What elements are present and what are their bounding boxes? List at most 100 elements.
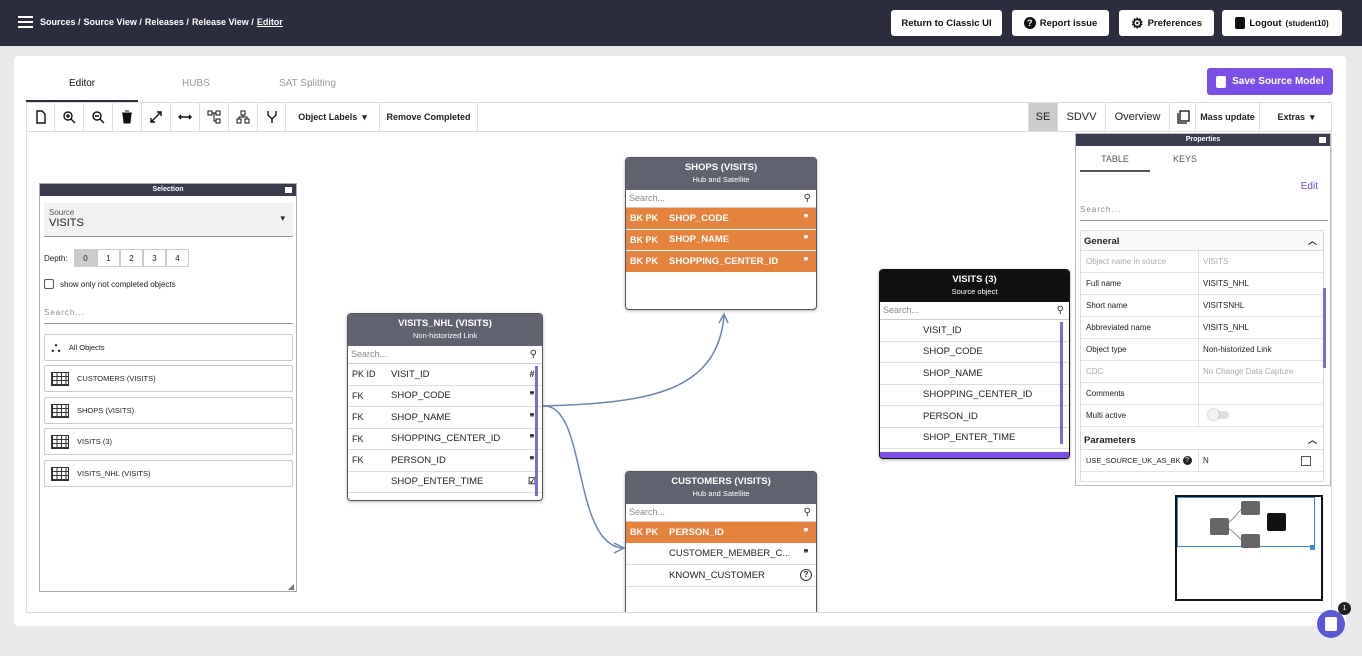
copy-icon[interactable] — [1170, 103, 1196, 131]
checkbox[interactable] — [44, 279, 54, 289]
list-item[interactable]: SHOPS (VISITS) — [44, 397, 293, 424]
breadcrumb-release-view[interactable]: Release View / — [191, 17, 254, 27]
list-item[interactable]: VISITS_NHL (VISITS) — [44, 460, 293, 487]
zoom-out-icon[interactable] — [84, 103, 113, 131]
layout-tree-icon[interactable] — [229, 103, 258, 131]
property-row[interactable]: Short name VISITSNHL — [1081, 295, 1323, 317]
source-select[interactable]: Source VISITS ▾ — [44, 203, 293, 237]
attribute-row[interactable]: FK SHOP_CODE ❞ — [348, 386, 542, 407]
scrollbar[interactable] — [1323, 288, 1326, 368]
object-labels-dropdown[interactable]: Object Labels ▾ — [286, 103, 380, 131]
save-source-model-button[interactable]: Save Source Model — [1207, 68, 1333, 95]
logout-button[interactable]: Logout (student10) — [1222, 10, 1342, 36]
list-item[interactable]: VISITS (3) — [44, 428, 293, 455]
horizontal-scrollbar[interactable] — [880, 452, 1069, 458]
property-row[interactable]: Full name VISITS_NHL — [1081, 273, 1323, 295]
breadcrumb-sources[interactable]: Sources / — [40, 17, 81, 27]
attribute-name: SHOPPING_CENTER_ID — [669, 255, 779, 267]
attribute-row[interactable]: SHOPPING_CENTER_ID — [880, 385, 1069, 406]
entity-search-input[interactable]: Search... ⚲ — [626, 504, 816, 522]
tab-table[interactable]: TABLE — [1080, 154, 1150, 172]
layout-horizontal-icon[interactable] — [200, 103, 229, 131]
minimize-icon[interactable] — [285, 187, 292, 193]
parameters-section-header[interactable]: Parameters ︿ — [1081, 430, 1323, 450]
attribute-row[interactable]: SHOP_CODE — [880, 342, 1069, 363]
list-item[interactable]: CUSTOMERS (VISITS) — [44, 365, 293, 392]
attribute-row[interactable]: BK PK SHOP_CODE ❞ — [626, 208, 816, 230]
depth-option[interactable]: 4 — [166, 249, 189, 267]
minimize-icon[interactable] — [1319, 137, 1326, 143]
attribute-row[interactable]: BK PK SHOP_NAME ❞ — [626, 229, 816, 251]
sdvv-button[interactable]: SDVV — [1058, 103, 1106, 131]
property-row[interactable]: CDC No Change Data Capture — [1081, 361, 1323, 383]
attribute-row[interactable]: FK SHOP_NAME ❞ — [348, 407, 542, 429]
list-item[interactable]: ⛬ All Objects — [44, 334, 293, 361]
property-row[interactable]: USE_SOURCE_UK_AS_BK? N — [1081, 450, 1323, 472]
attribute-row[interactable]: SHOP_ENTER_TIME ☑ — [348, 472, 542, 493]
tab-editor[interactable]: Editor — [69, 78, 96, 89]
depth-option[interactable]: 0 — [74, 249, 97, 267]
entity-search-input[interactable]: Search... ⚲ — [348, 346, 542, 364]
return-classic-button[interactable]: Return to Classic UI — [891, 10, 1002, 36]
new-document-icon[interactable] — [27, 103, 55, 131]
tab-sat-splitting[interactable]: SAT Splitting — [279, 78, 336, 89]
mass-update-button[interactable]: Mass update — [1196, 103, 1260, 131]
tab-keys[interactable]: KEYS — [1172, 154, 1197, 164]
property-row[interactable]: Abbreviated name VISITS_NHL — [1081, 317, 1323, 339]
entity-customers[interactable]: CUSTOMERS (VISITS) Hub and Satellite Sear… — [625, 471, 817, 612]
depth-option[interactable]: 2 — [120, 249, 143, 267]
attribute-row[interactable]: BK PK SHOPPING_CENTER_ID ❞ — [626, 251, 816, 273]
overview-button[interactable]: Overview — [1106, 103, 1170, 131]
breadcrumb-releases[interactable]: Releases / — [144, 17, 189, 27]
tab-hubs[interactable]: HUBS — [182, 78, 210, 89]
entity-visits-source[interactable]: VISITS (3) Source object Search... ⚲ VISIT… — [879, 269, 1070, 459]
attribute-row[interactable]: FK SHOPPING_CENTER_ID ❞ — [348, 429, 542, 450]
preferences-button[interactable]: ⚙ Preferences — [1119, 10, 1214, 36]
attribute-row[interactable]: BK PK PERSON_ID ❞ — [626, 522, 816, 544]
se-button[interactable]: SE — [1028, 103, 1058, 131]
entity-visits-nhl[interactable]: VISITS_NHL (VISITS) Non-historized Link S… — [347, 313, 543, 501]
properties-search-input[interactable]: Search... — [1080, 205, 1328, 221]
multi-active-toggle[interactable] — [1208, 408, 1229, 420]
attribute-row[interactable]: SHOP_ENTER_TIME — [880, 428, 1069, 449]
remove-completed-button[interactable]: Remove Completed — [380, 103, 478, 131]
expand-icon[interactable] — [142, 103, 171, 131]
attribute-row[interactable]: CUSTOMER_MEMBER_C... ❞ — [626, 544, 816, 565]
entity-search-input[interactable]: Search... ⚲ — [626, 190, 816, 208]
fork-icon[interactable] — [258, 103, 286, 131]
scrollbar[interactable] — [535, 366, 538, 496]
entity-shops[interactable]: SHOPS (VISITS) Hub and Satellite Search..… — [625, 157, 817, 310]
property-row[interactable]: Object name in source VISITS — [1081, 251, 1323, 273]
general-section-header[interactable]: General ︿ — [1081, 231, 1323, 251]
report-issue-button[interactable]: ? Report issue — [1012, 10, 1109, 36]
minimap[interactable] — [1175, 495, 1323, 601]
resize-handle-icon[interactable]: ◢ — [287, 582, 294, 591]
minimap-handle[interactable] — [1310, 545, 1315, 550]
attribute-row[interactable]: VISIT_ID — [880, 320, 1069, 342]
entity-search-input[interactable]: Search... ⚲ — [880, 302, 1069, 320]
property-row[interactable]: Object type Non-historized Link — [1081, 339, 1323, 361]
checkbox[interactable] — [1301, 455, 1311, 466]
menu-icon[interactable] — [18, 16, 33, 28]
selection-search-input[interactable]: Search... — [44, 308, 293, 324]
attribute-row[interactable]: FK PERSON_ID ❞ — [348, 450, 542, 472]
attribute-row[interactable]: KNOWN_CUSTOMER? — [626, 565, 816, 587]
attribute-row[interactable]: PK ID VISIT_ID # — [348, 364, 542, 386]
chat-button[interactable]: 1 — [1317, 602, 1351, 638]
attribute-name: SHOP_NAME — [669, 234, 730, 246]
diagram-canvas[interactable]: Selection Source VISITS ▾ Depth: 0 1 2 3… — [26, 133, 1332, 613]
extras-dropdown[interactable]: Extras ▾ — [1260, 103, 1332, 131]
trash-icon[interactable] — [113, 103, 142, 131]
horizontal-arrows-icon[interactable] — [171, 103, 200, 131]
property-row[interactable]: Comments — [1081, 383, 1323, 405]
depth-option[interactable]: 1 — [97, 249, 120, 267]
breadcrumb-source-view[interactable]: Source View / — [83, 17, 142, 27]
depth-option[interactable]: 3 — [143, 249, 166, 267]
edit-link[interactable]: Edit — [1300, 181, 1318, 192]
property-row[interactable]: Multi active — [1081, 405, 1323, 427]
breadcrumb-editor[interactable]: Editor — [256, 17, 283, 27]
attribute-row[interactable]: PERSON_ID — [880, 406, 1069, 428]
attribute-row[interactable]: SHOP_NAME — [880, 363, 1069, 385]
zoom-in-icon[interactable] — [55, 103, 84, 131]
scrollbar[interactable] — [1060, 322, 1063, 444]
